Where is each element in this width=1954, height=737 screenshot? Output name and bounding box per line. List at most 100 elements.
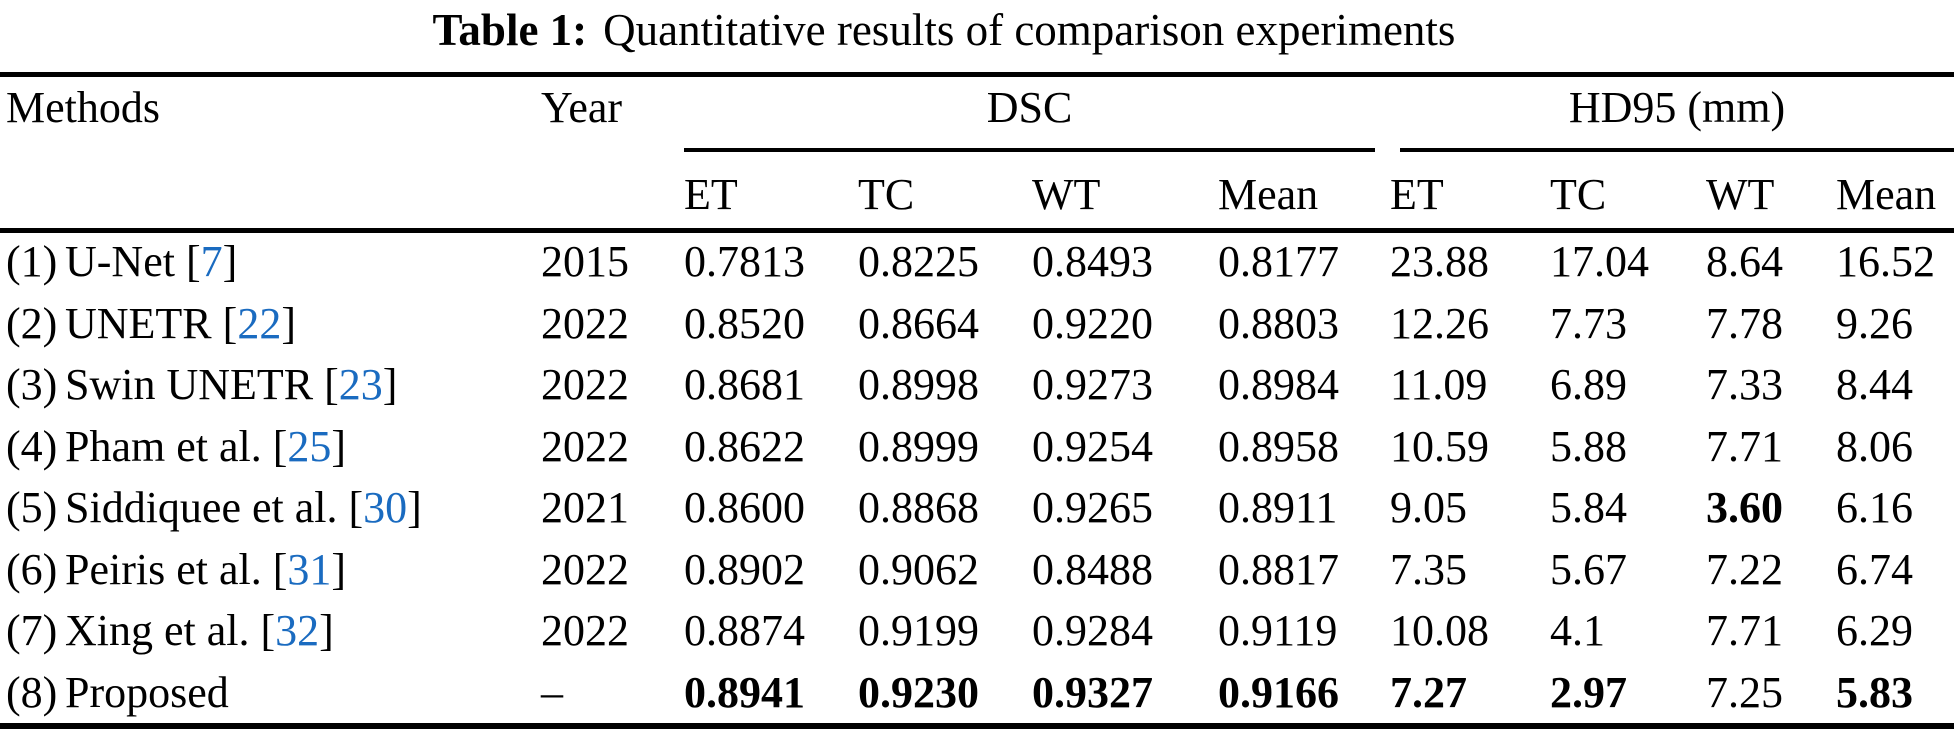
col-header-methods: Methods	[6, 83, 160, 132]
method-name: U-Net [7]	[65, 231, 237, 293]
method-name: Pham et al. [25]	[65, 416, 346, 478]
col-group-dsc: DSC	[986, 83, 1073, 132]
method-label: Pham et al.	[65, 421, 262, 471]
table-bottom-rule	[0, 723, 1954, 729]
row-number: (4)	[6, 421, 58, 471]
hd95-wt-value: 7.33	[1706, 360, 1783, 409]
dsc-wt-value: 0.8488	[1032, 544, 1153, 594]
citation-link[interactable]: 23	[338, 360, 383, 409]
col-header-year: Year	[541, 83, 623, 132]
table-title: Table 1: Quantitative results of comparis…	[0, 0, 1954, 60]
hd95-mean-value-best: 5.83	[1836, 667, 1913, 717]
dsc-mean-value: 0.8958	[1218, 421, 1339, 471]
dsc-wt-value-best: 0.9327	[1032, 667, 1153, 717]
dsc-et-value: 0.7813	[684, 237, 805, 286]
year-value: 2022	[541, 360, 629, 409]
citation-link[interactable]: 31	[287, 544, 332, 594]
table-mid-rule	[0, 228, 1954, 233]
hd95-wt-value: 8.64	[1706, 237, 1783, 286]
table-row-proposed: (8) Proposed – 0.8941 0.9230 0.9327 0.91…	[0, 662, 1954, 724]
citation-open-bracket: [	[185, 237, 201, 286]
dsc-et-value: 0.8600	[684, 483, 805, 532]
col-header-dsc-tc: TC	[858, 170, 915, 219]
table-row: (5) Siddiquee et al. [30] 2021 0.8600 0.…	[0, 477, 1954, 539]
method-name: Peiris et al. [31]	[65, 539, 346, 601]
citation-close-bracket: ]	[222, 237, 238, 286]
citation-open-bracket: [	[272, 421, 288, 471]
hd95-wt-value: 7.25	[1706, 667, 1783, 717]
hd95-mean-value: 9.26	[1836, 298, 1913, 348]
table-body: (1) U-Net [7] 2015 0.7813 0.8225 0.8493 …	[0, 231, 1954, 723]
hd95-et-value: 12.26	[1390, 298, 1489, 348]
dsc-tc-value: 0.8998	[858, 360, 979, 409]
citation-close-bracket: ]	[331, 421, 347, 471]
year-value: 2015	[541, 237, 629, 286]
hd95-mean-value: 8.44	[1836, 360, 1913, 409]
dsc-wt-value: 0.9284	[1032, 606, 1153, 655]
dsc-mean-value: 0.8984	[1218, 360, 1339, 409]
dsc-et-value: 0.8874	[684, 606, 805, 655]
year-value: –	[541, 667, 563, 717]
row-number: (7)	[6, 606, 58, 655]
year-value: 2022	[541, 544, 629, 594]
dsc-mean-value: 0.8803	[1218, 298, 1339, 348]
dsc-mean-value-best: 0.9166	[1218, 667, 1339, 717]
hd95-wt-value: 7.78	[1706, 298, 1783, 348]
year-value: 2022	[541, 606, 629, 655]
row-number: (2)	[6, 298, 58, 348]
dsc-tc-value: 0.8868	[858, 483, 979, 532]
hd95-tc-value: 4.1	[1550, 606, 1605, 655]
dsc-et-value: 0.8902	[684, 544, 805, 594]
citation-open-bracket: [	[348, 483, 364, 532]
citation-close-bracket: ]	[331, 544, 347, 594]
dsc-mean-value: 0.8911	[1218, 483, 1338, 532]
hd95-tc-value: 5.88	[1550, 421, 1627, 471]
method-name: Xing et al. [32]	[65, 600, 334, 662]
hd95-wt-value-best: 3.60	[1706, 483, 1783, 532]
table-title-text: Quantitative results of comparison exper…	[603, 5, 1456, 55]
method-label: Proposed	[65, 667, 229, 717]
method-name: Siddiquee et al. [30]	[65, 477, 422, 539]
row-number: (1)	[6, 237, 58, 286]
citation-link[interactable]: 22	[237, 298, 282, 348]
dsc-wt-value: 0.9254	[1032, 421, 1153, 471]
citation-open-bracket: [	[324, 360, 339, 409]
table-row: (2) UNETR [22] 2022 0.8520 0.8664 0.9220…	[0, 293, 1954, 355]
citation-link[interactable]: 25	[287, 421, 332, 471]
hd95-tc-value: 17.04	[1550, 237, 1649, 286]
dsc-group-rule	[684, 148, 1375, 152]
table-row: (1) U-Net [7] 2015 0.7813 0.8225 0.8493 …	[0, 231, 1954, 293]
col-header-hd95-et: ET	[1390, 170, 1444, 219]
dsc-mean-value: 0.8817	[1218, 544, 1339, 594]
dsc-wt-value: 0.8493	[1032, 237, 1153, 286]
citation-open-bracket: [	[272, 544, 288, 594]
table-row: (6) Peiris et al. [31] 2022 0.8902 0.906…	[0, 539, 1954, 601]
year-value: 2022	[541, 298, 629, 348]
method-name: UNETR [22]	[65, 293, 296, 355]
table-header-row-sub: ET TC WT Mean ET TC WT Mean	[0, 170, 1954, 220]
hd95-mean-value: 6.29	[1836, 606, 1913, 655]
col-header-dsc-et: ET	[684, 170, 738, 219]
table-header-row-groups: Methods Year DSC HD95 (mm)	[0, 83, 1954, 133]
hd95-et-value: 11.09	[1390, 360, 1488, 409]
citation-close-bracket: ]	[407, 483, 422, 532]
dsc-mean-value: 0.9119	[1218, 606, 1338, 655]
dsc-tc-value: 0.9199	[858, 606, 979, 655]
table-row: (7) Xing et al. [32] 2022 0.8874 0.9199 …	[0, 600, 1954, 662]
col-header-hd95-tc: TC	[1550, 170, 1607, 219]
table-row: (3) Swin UNETR [23] 2022 0.8681 0.8998 0…	[0, 354, 1954, 416]
hd95-et-value: 10.08	[1390, 606, 1489, 655]
hd95-tc-value: 5.84	[1550, 483, 1627, 532]
citation-link[interactable]: 32	[275, 606, 320, 655]
citation-link[interactable]: 30	[363, 483, 408, 532]
citation-close-bracket: ]	[382, 360, 398, 409]
dsc-et-value: 0.8681	[684, 360, 805, 409]
dsc-tc-value-best: 0.9230	[858, 667, 979, 717]
dsc-wt-value: 0.9220	[1032, 298, 1153, 348]
hd95-tc-value: 6.89	[1550, 360, 1627, 409]
citation-link[interactable]: 7	[200, 237, 223, 286]
hd95-group-rule	[1400, 148, 1954, 152]
hd95-et-value: 9.05	[1390, 483, 1467, 532]
hd95-et-value: 23.88	[1390, 237, 1489, 286]
method-label: Peiris et al.	[65, 544, 262, 594]
